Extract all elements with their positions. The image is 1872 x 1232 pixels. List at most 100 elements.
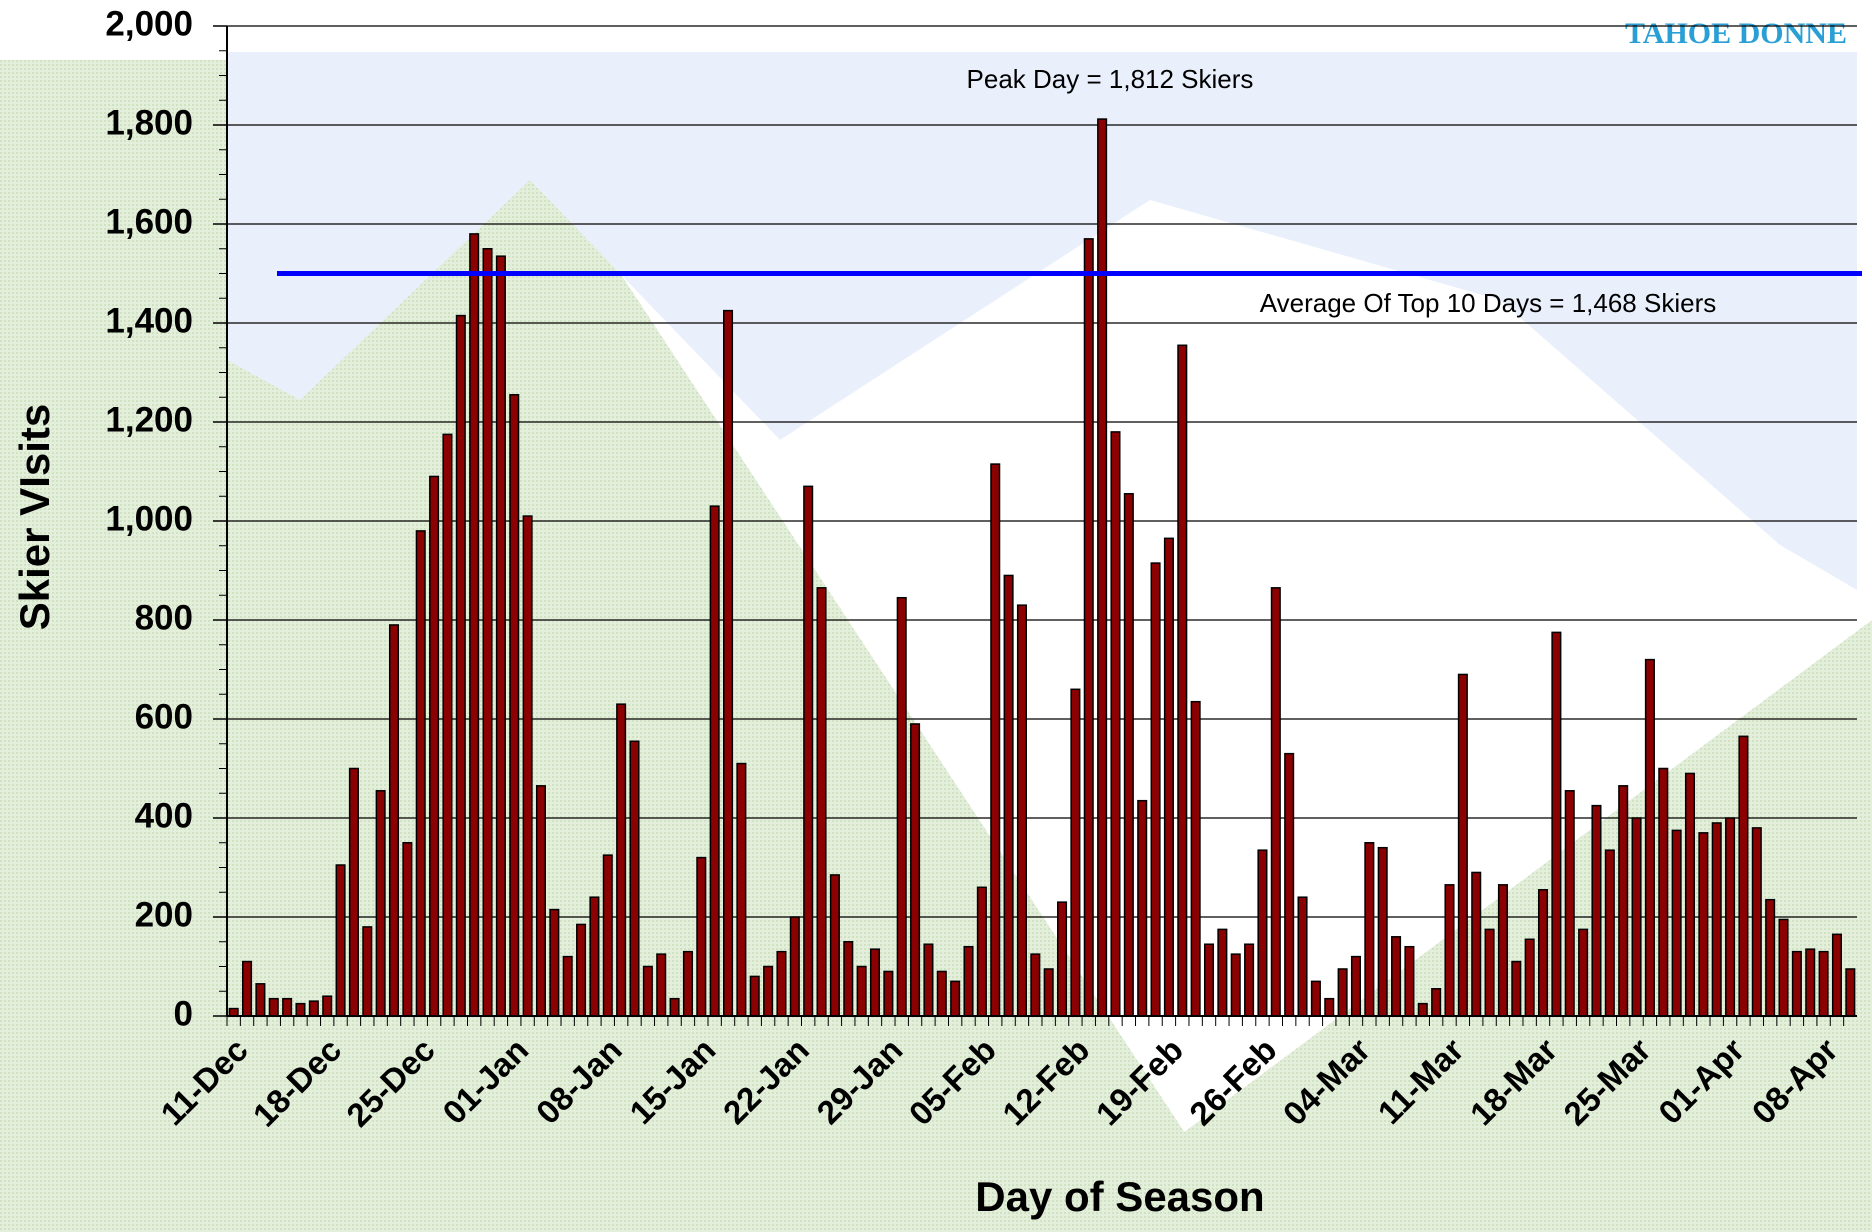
bar [1070, 688, 1081, 1017]
y-axis-title: Skier VIsits [11, 404, 58, 630]
bar [1324, 997, 1335, 1017]
bar [642, 965, 653, 1017]
bar [763, 965, 774, 1017]
bar [1725, 817, 1736, 1017]
bar [282, 997, 293, 1017]
bar [562, 955, 573, 1017]
y-tick-label: 800 [135, 598, 193, 637]
y-tick-label: 400 [135, 796, 193, 835]
bar [322, 995, 333, 1017]
y-tick-label: 200 [135, 895, 193, 934]
bar [1738, 735, 1749, 1017]
bar [1765, 898, 1776, 1017]
x-axis-title: Day of Season [975, 1173, 1264, 1220]
y-tick-label: 600 [135, 697, 193, 736]
bar [362, 926, 373, 1017]
bar [856, 965, 867, 1017]
bar [1631, 817, 1642, 1017]
bar [1711, 822, 1722, 1017]
bar [1457, 673, 1468, 1017]
bar [255, 983, 266, 1017]
bar [1805, 948, 1816, 1017]
bar [656, 953, 667, 1017]
annotation: Peak Day = 1,812 Skiers [967, 64, 1254, 94]
bar [602, 854, 613, 1017]
bar [803, 485, 814, 1017]
bar [535, 785, 547, 1017]
bar [522, 515, 533, 1017]
y-tick-label: 1,200 [105, 400, 193, 439]
bar [1591, 804, 1602, 1017]
bar [1511, 960, 1522, 1017]
bar [1497, 884, 1508, 1017]
bar [1417, 1002, 1428, 1017]
bar [1297, 896, 1308, 1017]
bar [1618, 785, 1629, 1017]
y-tick-label: 1,800 [105, 103, 193, 142]
bar [1364, 842, 1375, 1017]
bar [869, 948, 881, 1017]
bar [1698, 832, 1709, 1017]
bar [910, 723, 921, 1017]
bar [1845, 968, 1856, 1017]
bar [843, 941, 854, 1017]
bar [295, 1002, 306, 1017]
bar [1177, 344, 1188, 1017]
bar [1123, 493, 1134, 1017]
bar [1671, 829, 1682, 1017]
bar [1391, 936, 1402, 1017]
bar [696, 856, 707, 1017]
bar [1551, 631, 1562, 1017]
bar [629, 740, 640, 1017]
bar [1257, 849, 1268, 1017]
bar [1484, 928, 1495, 1017]
bar [1217, 928, 1228, 1017]
bar [509, 394, 520, 1017]
bar [923, 943, 934, 1017]
bar [482, 248, 493, 1017]
bar [709, 505, 720, 1017]
bar [829, 874, 840, 1017]
bar [469, 233, 480, 1017]
bar [1043, 968, 1054, 1017]
logo-box [1620, 0, 1872, 30]
bar [1537, 889, 1549, 1017]
bar [963, 945, 974, 1017]
bar [402, 842, 413, 1017]
bar [549, 908, 560, 1017]
bar [1016, 604, 1027, 1017]
bar [896, 596, 907, 1017]
y-tick-label: 1,400 [105, 301, 193, 340]
bar [442, 433, 453, 1017]
bar [1203, 943, 1215, 1017]
bar [348, 767, 359, 1017]
bar [1150, 562, 1161, 1017]
sky-shape [227, 52, 1857, 590]
bar [950, 980, 961, 1017]
bar [576, 923, 587, 1017]
bar [455, 314, 466, 1017]
bar [669, 997, 680, 1017]
logo: TAHOE DONNE [1625, 17, 1847, 50]
bar [1083, 238, 1094, 1017]
bar [1057, 901, 1068, 1017]
bar [1310, 980, 1321, 1017]
bar [1350, 955, 1362, 1017]
bar [749, 975, 760, 1017]
bar [682, 950, 693, 1017]
bar [1270, 587, 1281, 1017]
bar [589, 896, 600, 1017]
bar [308, 1000, 319, 1017]
y-tick-label: 0 [174, 994, 193, 1033]
y-tick-label: 1,000 [105, 499, 193, 538]
bar [429, 475, 440, 1017]
bar [1137, 799, 1148, 1017]
bar [1337, 968, 1348, 1017]
bar [1564, 790, 1575, 1017]
bar [1658, 767, 1669, 1017]
bar [1818, 950, 1829, 1017]
annotation: Average Of Top 10 Days = 1,468 Skiers [1260, 288, 1716, 318]
bar [1578, 928, 1589, 1017]
